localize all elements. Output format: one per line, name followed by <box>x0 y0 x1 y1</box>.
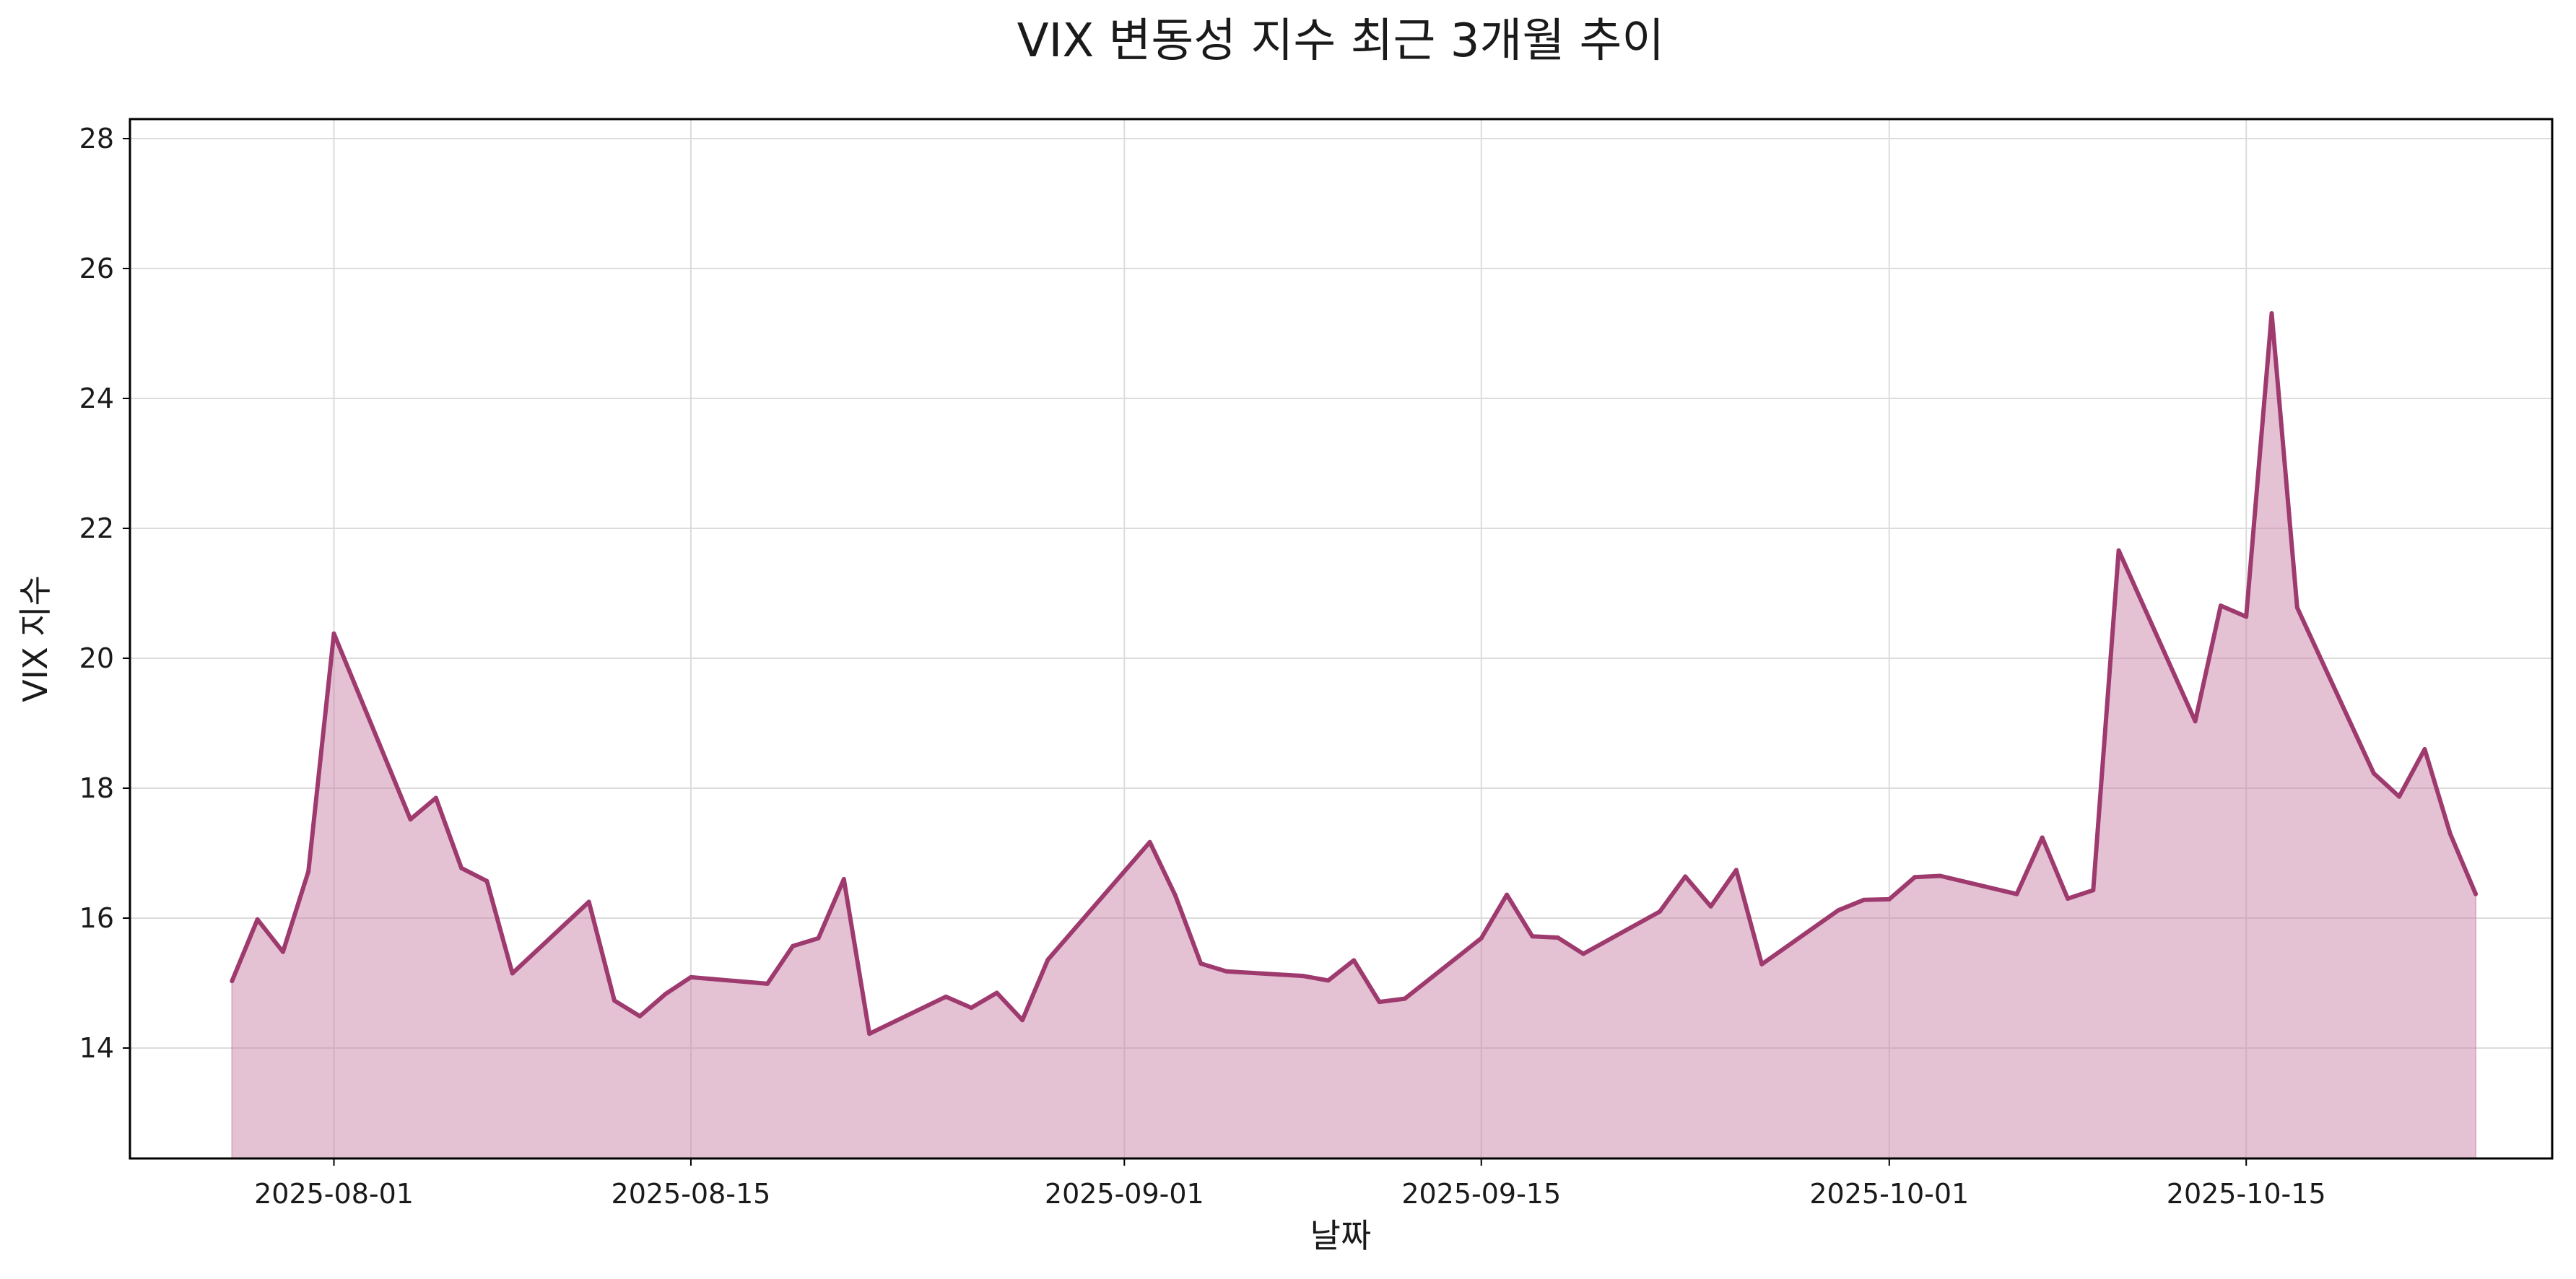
x-tick-label: 2025-08-15 <box>612 1178 771 1210</box>
x-tick-label: 2025-10-01 <box>1809 1178 1969 1210</box>
data-point <box>484 878 489 883</box>
data-point <box>1402 996 1407 1001</box>
data-point <box>1683 874 1688 879</box>
data-point <box>1479 935 1484 940</box>
data-point <box>2397 794 2402 799</box>
data-point <box>1300 974 1305 979</box>
data-point <box>1045 957 1050 962</box>
y-tick-label: 16 <box>79 902 114 934</box>
data-point <box>2014 891 2019 896</box>
data-series <box>230 311 2479 1159</box>
data-point <box>791 943 796 948</box>
data-point <box>2447 831 2453 836</box>
data-point <box>280 949 285 954</box>
data-point <box>2066 896 2070 901</box>
data-point <box>1352 958 1357 963</box>
y-tick-label: 26 <box>79 253 114 284</box>
data-point <box>2116 548 2121 553</box>
data-point <box>1020 1018 1025 1023</box>
data-point <box>1505 892 1510 897</box>
data-point <box>663 992 668 997</box>
data-point <box>612 998 617 1003</box>
data-point <box>2193 719 2198 724</box>
x-axis-ticks: 2025-08-01 2025-08-15 2025-09-01 2025-09-15… <box>254 1158 2326 1210</box>
y-tick-label: 18 <box>79 772 114 804</box>
x-tick-label: 2025-10-15 <box>2167 1178 2326 1210</box>
data-point <box>586 899 591 904</box>
data-point <box>994 990 999 995</box>
data-point <box>2294 605 2299 610</box>
data-point <box>944 994 949 999</box>
data-point <box>2473 891 2479 896</box>
data-point <box>1938 873 1943 878</box>
data-point <box>2371 771 2376 776</box>
chart-title: VIX 변동성 지수 최근 3개월 추이 <box>1017 14 1665 68</box>
y-tick-label: 20 <box>79 642 114 674</box>
x-axis-label: 날짜 <box>1310 1216 1372 1255</box>
data-point <box>1147 839 1152 844</box>
data-point <box>1172 893 1178 898</box>
data-point <box>331 631 336 636</box>
y-tick-label: 22 <box>79 512 114 544</box>
data-point <box>306 869 311 874</box>
data-point <box>638 1013 643 1018</box>
data-point <box>408 817 413 822</box>
x-tick-label: 2025-09-01 <box>1045 1178 1204 1210</box>
data-point <box>230 979 235 984</box>
data-point <box>1887 896 1892 902</box>
data-point <box>1657 909 1662 914</box>
data-point <box>1555 935 1560 940</box>
data-point <box>1198 961 1204 966</box>
data-point <box>969 1005 974 1010</box>
data-point <box>765 981 770 986</box>
data-point <box>1377 1000 1382 1005</box>
data-point <box>510 971 515 976</box>
y-tick-label: 28 <box>79 123 114 154</box>
data-point <box>867 1031 872 1036</box>
data-point <box>2040 835 2045 840</box>
plot-frame <box>129 118 2554 1160</box>
grid-lines <box>130 119 2552 1158</box>
series-area-fill <box>231 313 2477 1159</box>
data-point <box>1913 875 1918 880</box>
x-tick-label: 2025-09-15 <box>1401 1178 1561 1210</box>
y-tick-label: 14 <box>79 1032 114 1064</box>
data-point <box>2269 311 2274 316</box>
data-point <box>433 795 438 800</box>
data-point <box>1759 961 1765 966</box>
data-point <box>459 865 464 870</box>
x-tick-label: 2025-08-01 <box>254 1178 414 1210</box>
y-axis-label: VIX 지수 <box>16 575 55 702</box>
y-axis-ticks: 14 16 18 20 22 24 26 28 <box>79 123 130 1064</box>
data-point <box>2422 747 2427 751</box>
data-point <box>1733 868 1739 873</box>
y-tick-label: 24 <box>79 383 114 414</box>
data-point <box>1861 897 1866 902</box>
series-line <box>230 311 2478 1036</box>
data-point <box>841 877 846 881</box>
data-point <box>2218 603 2223 608</box>
data-point <box>816 935 821 940</box>
data-point <box>255 917 260 922</box>
data-point <box>1581 951 1585 956</box>
data-point <box>2244 614 2249 619</box>
data-point <box>1224 969 1229 974</box>
data-point <box>2091 888 2096 893</box>
data-point <box>1836 908 1841 913</box>
data-point <box>688 974 693 979</box>
data-point <box>1530 934 1535 939</box>
data-point <box>1708 904 1713 909</box>
data-point <box>1326 978 1331 983</box>
